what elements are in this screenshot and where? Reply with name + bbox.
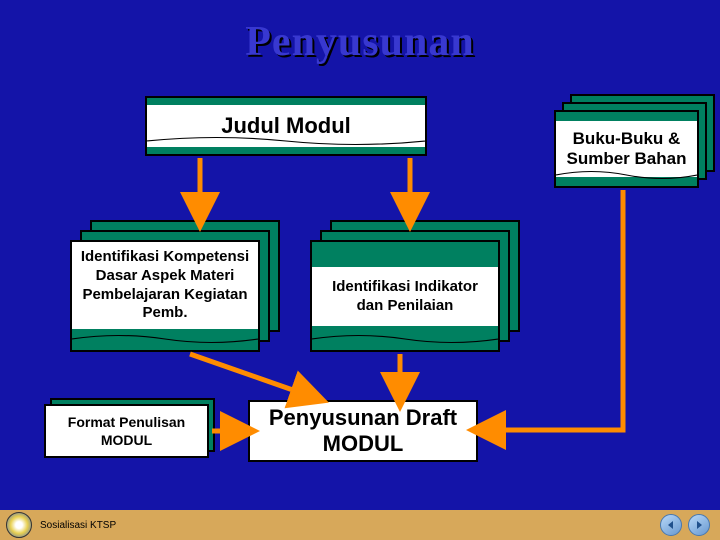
box-buku-sumber: Buku-Buku & Sumber Bahan	[554, 110, 699, 188]
box-judul-modul: Judul Modul	[145, 96, 427, 156]
arrow-idind-to-draft	[390, 354, 410, 400]
arrow-format-to-draft	[212, 424, 248, 438]
arrow-judul-to-idind	[400, 158, 420, 220]
box-idkomp-label: Identifikasi Kompetensi Dasar Aspek Mate…	[72, 242, 258, 329]
nav-next-button[interactable]	[688, 514, 710, 536]
page-title: Penyusunan	[245, 18, 474, 66]
nav-back-button[interactable]	[660, 514, 682, 536]
footer-bar: Sosialisasi KTSP	[0, 510, 720, 540]
footer-text: Sosialisasi KTSP	[40, 520, 116, 531]
box-draft-label: Penyusunan Draft MODUL	[250, 405, 476, 458]
box-format-penulisan: Format Penulisan MODUL	[44, 404, 209, 458]
arrow-judul-to-idkomp	[190, 158, 210, 220]
box-identifikasi-indikator: Identifikasi Indikator dan Penilaian	[310, 240, 500, 352]
box-identifikasi-kompetensi: Identifikasi Kompetensi Dasar Aspek Mate…	[70, 240, 260, 352]
box-idind-label: Identifikasi Indikator dan Penilaian	[312, 267, 498, 326]
arrow-idkomp-to-draft	[180, 354, 330, 404]
box-format-label: Format Penulisan MODUL	[46, 413, 207, 449]
box-buku-label: Buku-Buku & Sumber Bahan	[556, 121, 697, 178]
arrow-buku-to-draft	[478, 190, 638, 440]
box-judul-label: Judul Modul	[147, 105, 425, 147]
box-draft-modul: Penyusunan Draft MODUL	[248, 400, 478, 462]
footer-logo-icon	[6, 512, 32, 538]
